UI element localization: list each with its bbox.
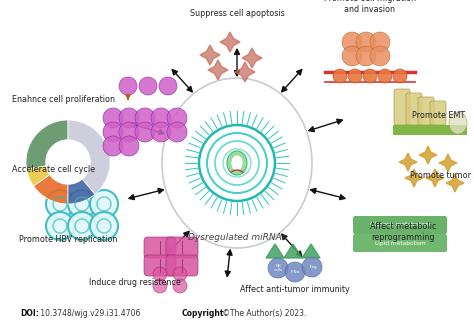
Polygon shape (426, 169, 444, 187)
Circle shape (103, 122, 123, 142)
Wedge shape (27, 162, 68, 186)
Circle shape (90, 212, 118, 240)
Polygon shape (200, 45, 220, 65)
Text: Treg: Treg (308, 265, 316, 269)
FancyBboxPatch shape (166, 237, 198, 258)
FancyBboxPatch shape (394, 89, 410, 125)
Circle shape (167, 122, 187, 142)
FancyBboxPatch shape (393, 125, 467, 135)
Circle shape (46, 190, 74, 218)
Text: Affect metabolic
reprogramming: Affect metabolic reprogramming (370, 222, 437, 242)
Polygon shape (446, 174, 464, 192)
FancyBboxPatch shape (144, 255, 176, 276)
Circle shape (356, 46, 376, 66)
Circle shape (173, 267, 187, 281)
Circle shape (363, 69, 377, 83)
Text: 10.3748/wjg.v29.i31.4706: 10.3748/wjg.v29.i31.4706 (38, 309, 143, 318)
Polygon shape (419, 146, 437, 164)
Circle shape (119, 122, 139, 142)
Polygon shape (302, 244, 320, 258)
Polygon shape (266, 244, 284, 258)
FancyBboxPatch shape (406, 93, 422, 125)
Polygon shape (220, 32, 240, 52)
Circle shape (68, 212, 96, 240)
Circle shape (46, 212, 74, 240)
Text: DOI:: DOI: (20, 309, 39, 318)
Text: Suppress cell apoptosis: Suppress cell apoptosis (190, 9, 284, 18)
Polygon shape (405, 169, 423, 187)
Text: Copyright: Copyright (182, 309, 225, 318)
Polygon shape (208, 60, 228, 80)
Text: Affect anti-tumor immunity: Affect anti-tumor immunity (240, 285, 350, 294)
Polygon shape (399, 153, 417, 171)
FancyBboxPatch shape (353, 216, 447, 234)
Text: Dysregulated miRNAs: Dysregulated miRNAs (188, 233, 286, 242)
Circle shape (370, 46, 390, 66)
Polygon shape (284, 244, 302, 258)
Ellipse shape (227, 151, 247, 175)
Text: Glucose metabolism: Glucose metabolism (370, 223, 430, 228)
Polygon shape (235, 62, 255, 82)
Wedge shape (68, 162, 95, 204)
Circle shape (356, 32, 376, 52)
FancyBboxPatch shape (166, 255, 198, 276)
Ellipse shape (162, 78, 312, 248)
Circle shape (342, 46, 362, 66)
Text: IFNα: IFNα (291, 270, 300, 274)
Circle shape (153, 267, 167, 281)
Circle shape (302, 257, 322, 277)
Circle shape (348, 69, 362, 83)
FancyBboxPatch shape (430, 101, 446, 125)
Circle shape (46, 140, 90, 184)
Text: Enahnce cell proliferation: Enahnce cell proliferation (12, 96, 115, 105)
Ellipse shape (231, 155, 243, 171)
Polygon shape (439, 154, 457, 172)
Circle shape (151, 122, 171, 142)
Circle shape (268, 258, 288, 278)
Circle shape (378, 69, 392, 83)
Circle shape (167, 108, 187, 128)
Wedge shape (34, 162, 68, 204)
Circle shape (342, 32, 362, 52)
Text: Lipid metabolism: Lipid metabolism (374, 241, 425, 245)
Circle shape (370, 32, 390, 52)
Text: ©The Author(s) 2023.: ©The Author(s) 2023. (220, 309, 306, 318)
FancyBboxPatch shape (144, 237, 176, 258)
Text: Accelerate cell cycle: Accelerate cell cycle (12, 166, 95, 174)
Circle shape (103, 136, 123, 156)
Text: Induce drug resistence: Induce drug resistence (89, 278, 181, 287)
Circle shape (103, 108, 123, 128)
Text: Promote tumor stemness: Promote tumor stemness (410, 170, 474, 180)
Circle shape (90, 190, 118, 218)
Circle shape (153, 279, 167, 293)
Circle shape (393, 69, 407, 83)
Circle shape (173, 279, 187, 293)
FancyBboxPatch shape (353, 234, 447, 252)
Polygon shape (242, 48, 262, 68)
Text: Promote EMT: Promote EMT (412, 111, 465, 120)
Circle shape (68, 190, 96, 218)
Circle shape (135, 122, 155, 142)
Wedge shape (68, 120, 110, 194)
Circle shape (159, 77, 177, 95)
Text: NK
cells: NK cells (273, 264, 283, 272)
Circle shape (151, 108, 171, 128)
Circle shape (119, 77, 137, 95)
Circle shape (119, 108, 139, 128)
FancyBboxPatch shape (418, 97, 434, 125)
Ellipse shape (449, 112, 467, 134)
Circle shape (139, 77, 157, 95)
Circle shape (333, 69, 347, 83)
Circle shape (119, 136, 139, 156)
Circle shape (135, 108, 155, 128)
Text: Promote cell migration
and invasion: Promote cell migration and invasion (324, 0, 416, 14)
Circle shape (285, 262, 305, 282)
Text: Promote HBV replication: Promote HBV replication (19, 235, 117, 244)
Wedge shape (26, 120, 68, 169)
